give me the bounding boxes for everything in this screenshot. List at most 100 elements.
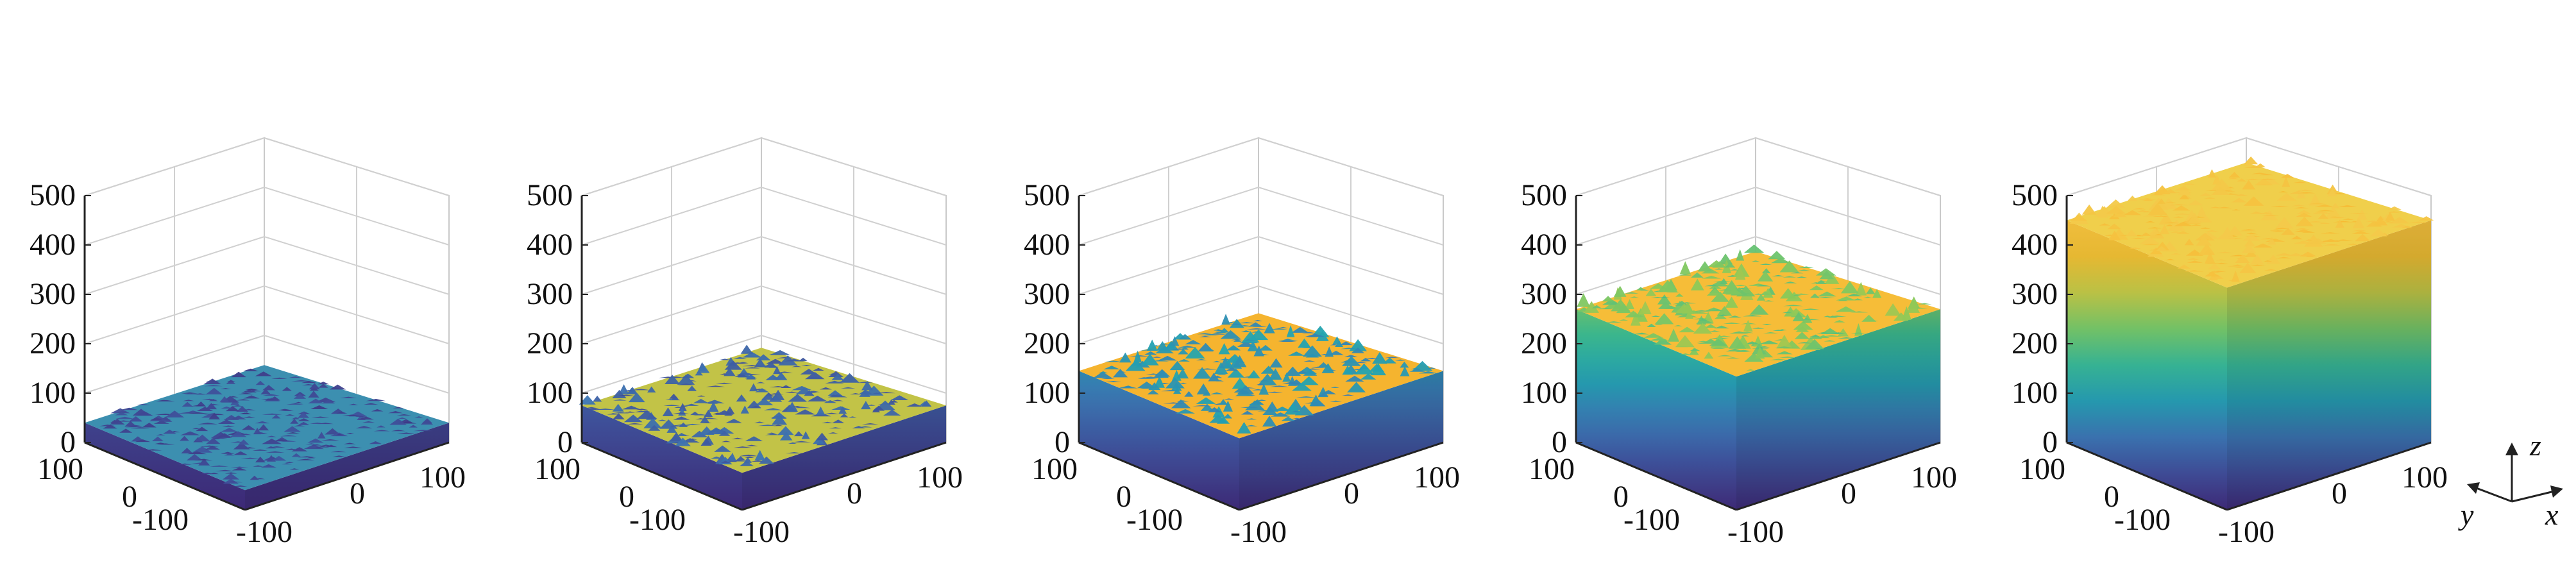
surface-peak [1647,323,1656,327]
surface-peak [125,426,144,428]
surface-peak [291,453,301,457]
surface-peak [745,374,757,379]
surface-peak [2298,192,2316,194]
surface-peak [2164,189,2177,194]
surface-peak [2227,265,2245,267]
surface-peak [831,373,844,380]
surface-peak [2173,216,2184,218]
surface-peak [1249,407,1258,409]
surface-peak [206,437,221,444]
surface-peak [343,443,356,444]
surface-peak [1247,341,1258,351]
surface-peak [1711,309,1724,311]
surface-peak [1770,257,1791,264]
surface-peak [209,465,229,467]
surface-peak [183,400,194,401]
surface-peak [262,385,275,391]
surface-peak [2291,235,2303,240]
surface-side-left [1576,309,1736,510]
surface-peak [1744,341,1760,344]
surface-peak [2164,201,2177,203]
surface-peak [1119,352,1131,363]
surface-peak [221,406,233,409]
surface-peak [2133,208,2146,210]
surface-peak [2195,233,2215,240]
surface-peak [413,430,433,432]
surface-peak [1284,366,1301,376]
surface-peak [252,432,268,434]
surface-peak [1216,373,1227,375]
surface-peak [745,457,754,459]
grid-line-z [84,334,450,394]
surface-peak [135,439,151,443]
surface-peak [747,400,761,409]
surface-peak [241,391,253,393]
surface-peak [1885,303,1901,316]
surface-peak [754,450,765,460]
surface-peak [1330,400,1342,402]
surface-peak [1577,293,1591,307]
surface-peak [243,395,260,399]
surface-peak [362,421,375,423]
surface-peak [2224,190,2235,192]
surface-peak [872,392,882,394]
surface-peak [676,432,687,436]
surface-peak [1199,335,1212,337]
surface-peak [1714,325,1729,329]
surface-peak [1602,296,1614,302]
surface-peak [293,425,306,426]
surface-peak [1258,373,1277,385]
surface-peak [1101,377,1115,379]
surface-peak [1427,367,1436,369]
surface-peak [321,439,339,441]
surface-peak [348,403,359,405]
surface-peak [1286,325,1295,337]
y-tick-label: -100 [1623,503,1680,537]
surface-peak [744,367,760,369]
surface-peak [1810,282,1822,283]
triad-y-arrow [2474,486,2512,503]
surface-peak [2238,230,2257,232]
surface-peak [2205,251,2216,264]
surface-peak [2242,180,2256,190]
surface-peak [674,406,682,408]
surface-peak [1246,418,1257,420]
surface-peak [700,438,712,446]
surface-peak [255,371,272,376]
surface-peak [1282,372,1291,382]
surface-peak [1709,281,1730,287]
surface-peak [1223,400,1233,412]
surface-peak [2276,192,2297,201]
surface-peak [776,371,793,373]
surface-peak [2184,270,2204,272]
surface-peak [1893,312,1909,321]
surface-roughness [2069,156,2434,282]
surface-peak [618,384,629,394]
y-tick-label: 0 [619,480,634,514]
y-tick-label: 100 [534,452,580,486]
surface-peak [1674,325,1683,326]
surface-peak [2243,196,2264,206]
surface-peak [2242,233,2260,241]
z-tick-label: 500 [1521,178,1567,212]
surface-peak [1169,348,1189,350]
surface-peak [2137,210,2149,212]
surface-peak [2179,193,2190,199]
surface-peak [1602,299,1621,305]
surface-peak [2159,224,2169,235]
surface-peak [768,394,783,402]
surface-peak [2296,212,2312,217]
surface-peak [1783,282,1797,283]
z-tick-label: 200 [1024,326,1070,360]
surface-peak [1321,390,1337,394]
grid-line-z [581,235,947,295]
surface-peak [346,433,354,435]
surface-peak [1409,368,1426,372]
surface-peak [1632,333,1649,335]
surface-peak [867,404,876,406]
surface-peak [1717,289,1734,291]
surface-peak [2332,221,2353,223]
surface-peak [222,425,235,427]
surface-peak [1624,292,1639,294]
